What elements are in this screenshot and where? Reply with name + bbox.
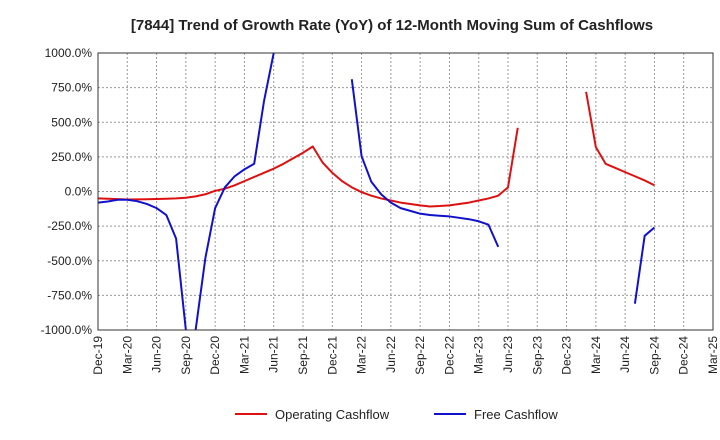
x-tick-label: Sep-23	[530, 336, 544, 375]
y-axis-ticks: 1000.0% 750.0% 500.0% 250.0% 0.0% -250.0% -500…	[41, 46, 93, 337]
legend-label: Operating Cashflow	[275, 407, 390, 422]
y-tick-label: -250.0%	[47, 219, 92, 233]
y-tick-label: -500.0%	[47, 254, 92, 268]
grid	[97, 52, 714, 331]
x-tick-label: Dec-22	[442, 336, 456, 375]
x-tick-label: Dec-23	[560, 336, 574, 375]
x-tick-label: Sep-22	[413, 336, 427, 375]
x-tick-label: Jun-24	[618, 336, 632, 373]
legend: Operating Cashflow Free Cashflow	[235, 407, 558, 422]
legend-label: Free Cashflow	[474, 407, 558, 422]
x-tick-label: Mar-24	[589, 336, 603, 374]
x-tick-label: Mar-22	[355, 336, 369, 374]
x-tick-label: Sep-21	[296, 336, 310, 375]
x-tick-label: Sep-24	[647, 336, 661, 375]
plot-frame	[97, 52, 714, 331]
x-axis-ticks: Dec-19 Mar-20 Jun-20 Sep-20 Dec-20 Mar-21 Jun-…	[91, 336, 720, 375]
x-tick-label: Sep-20	[179, 336, 193, 375]
x-tick-label: Jun-23	[501, 336, 515, 373]
y-tick-label: -750.0%	[47, 288, 92, 302]
series-line-free-cashflow	[98, 53, 656, 330]
x-tick-label: Dec-20	[208, 336, 222, 375]
x-tick-label: Mar-23	[472, 336, 486, 374]
chart-title: [7844] Trend of Growth Rate (YoY) of 12-…	[131, 17, 653, 34]
y-tick-label: 500.0%	[51, 115, 92, 129]
x-tick-label: Jun-21	[267, 336, 281, 373]
y-tick-label: 0.0%	[65, 185, 93, 199]
x-tick-label: Mar-25	[706, 336, 720, 374]
y-tick-label: 250.0%	[51, 150, 92, 164]
y-tick-label: 750.0%	[51, 81, 92, 95]
x-tick-label: Mar-21	[237, 336, 251, 374]
x-tick-label: Jun-20	[150, 336, 164, 373]
x-tick-label: Jun-22	[384, 336, 398, 373]
series-line-operating-cashflow	[98, 91, 655, 208]
x-tick-label: Dec-19	[91, 336, 105, 375]
x-tick-label: Dec-24	[677, 336, 691, 375]
x-tick-label: Mar-20	[120, 336, 134, 374]
y-tick-label: -1000.0%	[41, 323, 93, 337]
y-tick-label: 1000.0%	[45, 46, 93, 60]
x-tick-label: Dec-21	[325, 336, 339, 375]
series-layer	[98, 53, 656, 330]
